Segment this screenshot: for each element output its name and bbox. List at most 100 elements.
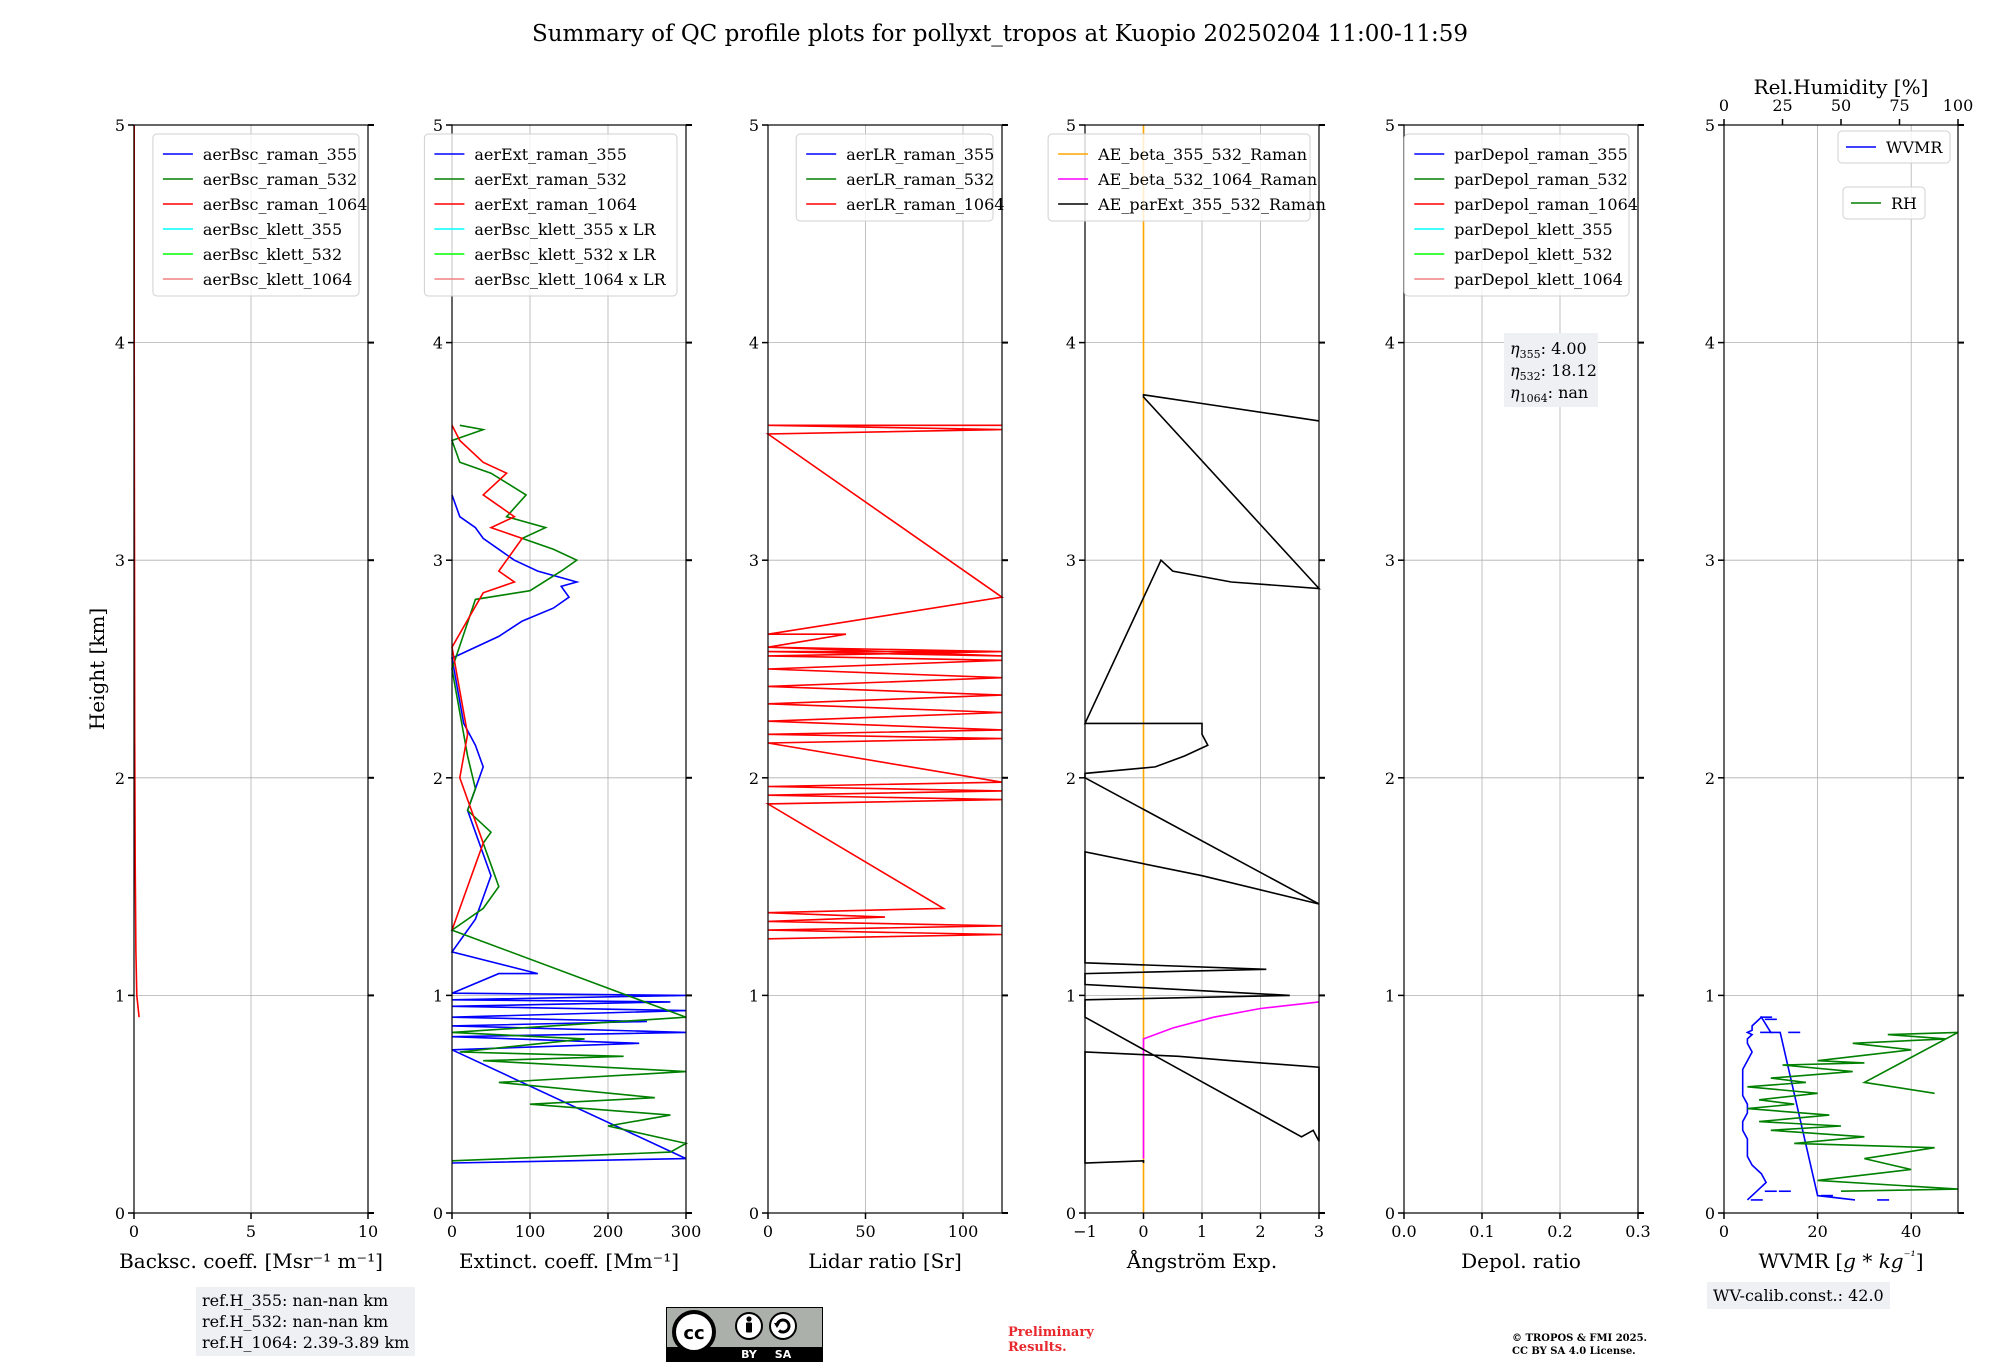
x-tick-label: 40: [1901, 1222, 1921, 1241]
y-tick-label: 3: [115, 551, 125, 570]
legend-label-aerlr-raman-1064: aerLR_raman_1064: [846, 195, 1004, 214]
legend-frame: [1047, 133, 1311, 222]
legend-wvmr: WVMR: [1837, 130, 1951, 164]
y-tick-label: 1: [1705, 986, 1715, 1005]
wv-calibration-text: WV-calib.const.: 42.0: [1713, 1286, 1884, 1305]
axes-frame: [767, 124, 1003, 1214]
y-axis-label: Height [km]: [85, 608, 109, 730]
legend: aerLR_raman_355 aerLR_raman_532 aerLR_rama…: [795, 133, 1004, 222]
sa-icon: [769, 1312, 797, 1340]
x-tick-label: 200: [593, 1222, 624, 1241]
x-tick-label: −1: [1073, 1222, 1097, 1241]
cc-by-sa-badge: cc BY SA: [666, 1307, 823, 1362]
y-tick-label: 4: [115, 334, 125, 353]
x-tick-label: 20: [1807, 1222, 1827, 1241]
x-tick-label: 0: [1138, 1222, 1148, 1241]
cc-icon: [672, 1310, 716, 1354]
series-line-ae-parext-355-532-raman: [1083, 393, 1321, 1164]
legend-frame: [1837, 130, 1951, 164]
legend-label-aerbsc-raman-532: aerBsc_raman_532: [203, 170, 357, 189]
legend-label-aerbsc-klett-355: aerBsc_klett_355: [203, 220, 342, 239]
y-tick-label: 0: [433, 1204, 443, 1223]
panel-1: 0 1 2 3 4 5 0 5 10 Backsc. coeff. [Msr⁻¹ m⁻¹] aerB…: [115, 116, 383, 1273]
wv-calibration-box: WV-calib.const.: 42.0: [1707, 1282, 1890, 1309]
y-tick-label: 1: [1066, 986, 1076, 1005]
legend-label: RH: [1891, 194, 1917, 213]
svg-text:cc: cc: [683, 1323, 704, 1344]
legend: AE_beta_355_532_Raman AE_beta_532_1064_Ra…: [1047, 133, 1326, 222]
legend-label-aerext-raman-355: aerExt_raman_355: [474, 145, 627, 164]
legend-label-aerlr-raman-532: aerLR_raman_532: [846, 170, 994, 189]
legend-label-aerext-raman-532: aerExt_raman_532: [474, 170, 627, 189]
legend: aerBsc_raman_355 aerBsc_raman_532 aerBsc_r…: [152, 133, 368, 297]
y-tick-label: 3: [1066, 551, 1076, 570]
y-tick-label: 3: [749, 551, 759, 570]
copyright-note: © TROPOS & FMI 2025. CC BY SA 4.0 Licens…: [1512, 1332, 1712, 1358]
x-tick-label: 300: [671, 1222, 702, 1241]
x-tick-label: 100: [515, 1222, 546, 1241]
y-tick-label: 4: [1066, 334, 1076, 353]
y-tick-label: 5: [115, 116, 125, 135]
series-line-ae-beta-532-1064-raman: [1142, 1001, 1320, 1159]
y-tick-label: 1: [1385, 986, 1395, 1005]
legend-label-pardepol-klett-355: parDepol_klett_355: [1454, 220, 1612, 239]
series-line-aerext-raman-532: [450, 424, 689, 1162]
y-tick-label: 2: [749, 769, 759, 788]
legend-label-aerbsc-klett-1064: aerBsc_klett_1064: [203, 270, 352, 289]
sa-label: SA: [775, 1348, 792, 1361]
legend-label-pardepol-raman-355: parDepol_raman_355: [1454, 145, 1627, 164]
x2-tick-label: 50: [1831, 96, 1851, 115]
axes-frame: [1403, 124, 1639, 1214]
legend-frame: [423, 133, 678, 297]
legend-rh: RH: [1842, 186, 1926, 220]
x-tick-label: 5: [246, 1222, 256, 1241]
x-tick-label: 0.2: [1547, 1222, 1572, 1241]
series-line-aerext-raman-1064: [451, 424, 524, 931]
eta-532: η532: 18.12: [1510, 361, 1597, 383]
x-tick-label: 0.0: [1391, 1222, 1416, 1241]
legend-label-pardepol-raman-1064: parDepol_raman_1064: [1454, 195, 1638, 214]
y-tick-label: 2: [1066, 769, 1076, 788]
x-tick-label: 10: [358, 1222, 378, 1241]
legend-label-aerbsc-raman-355: aerBsc_raman_355: [203, 145, 357, 164]
figure-title: Summary of QC profile plots for pollyxt_…: [531, 21, 1469, 47]
legend-label-ae-beta-532-1064-raman: AE_beta_532_1064_Raman: [1097, 170, 1317, 189]
y-tick-label: 2: [1705, 769, 1715, 788]
ref-height-355: ref.H_355: nan-nan km: [202, 1291, 389, 1310]
y-tick-label: 4: [433, 334, 443, 353]
y-tick-label: 5: [433, 116, 443, 135]
legend-label-aerbsc-raman-1064: aerBsc_raman_1064: [203, 195, 368, 214]
axes-frame: [451, 124, 687, 1214]
y-tick-label: 0: [115, 1204, 125, 1223]
preliminary-results-note: Preliminary Results.: [1008, 1325, 1128, 1355]
by-label: BY: [741, 1348, 758, 1361]
x-axis-label: Ångström Exp.: [1126, 1248, 1277, 1273]
legend-label-aerbsc-klett-532-x-lr: aerBsc_klett_532 x LR: [474, 245, 656, 264]
x-axis-label: WVMR [g * kg⁻¹]: [1758, 1249, 1923, 1273]
legend-frame: [1403, 133, 1630, 297]
x-tick-label: 100: [948, 1222, 979, 1241]
y-tick-label: 2: [433, 769, 443, 788]
legend-label-ae-beta-355-532-raman: AE_beta_355_532_Raman: [1097, 145, 1307, 164]
y-tick-label: 0: [749, 1204, 759, 1223]
y-tick-label: 5: [749, 116, 759, 135]
x2-tick-label: 25: [1772, 96, 1792, 115]
y-tick-label: 1: [115, 986, 125, 1005]
x2-tick-label: 75: [1889, 96, 1909, 115]
legend: aerExt_raman_355 aerExt_raman_532 aerExt_r…: [423, 133, 678, 297]
x-tick-label: 1: [1197, 1222, 1207, 1241]
y-tick-label: 1: [749, 986, 759, 1005]
ref-height-1064: ref.H_1064: 2.39-3.89 km: [202, 1333, 410, 1352]
x-axis-label: Backsc. coeff. [Msr⁻¹ m⁻¹]: [119, 1249, 383, 1273]
series-line-wvmr: [1741, 1015, 1856, 1201]
panel-2: 0 1 2 3 4 5 0 100 200 300 Extinct. coeff. [Mm⁻¹] ae…: [423, 116, 702, 1273]
legend-label: WVMR: [1886, 138, 1943, 157]
x-tick-label: 3: [1314, 1222, 1324, 1241]
ref-height-532: ref.H_532: nan-nan km: [202, 1312, 389, 1331]
y-tick-label: 0: [1385, 1204, 1395, 1223]
copyright-line-1: © TROPOS & FMI 2025.: [1512, 1333, 1648, 1344]
legend-frame: [795, 133, 994, 222]
